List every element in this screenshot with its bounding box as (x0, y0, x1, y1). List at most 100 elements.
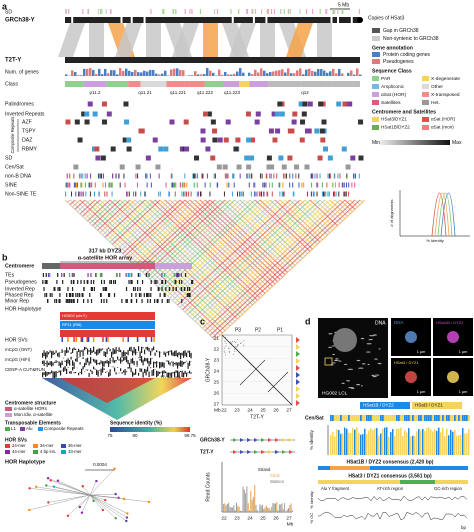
annotation (261, 173, 263, 179)
read-count (237, 505, 239, 512)
annotation (66, 182, 68, 188)
shape (299, 9, 301, 14)
annotation (223, 191, 225, 197)
signal (75, 371, 77, 374)
shape (350, 17, 353, 23)
identity-cell (114, 199, 166, 248)
signal (73, 347, 75, 350)
signal (169, 362, 171, 366)
satellite-unit (434, 415, 436, 421)
annotation (182, 182, 184, 188)
satellite-unit (382, 415, 384, 421)
shape (318, 480, 468, 484)
annotation (206, 111, 212, 117)
identity-cell (184, 199, 306, 313)
annotation (102, 173, 104, 179)
annotation (161, 280, 164, 284)
tree-branch (89, 494, 128, 514)
annotation (284, 173, 286, 179)
identity-cell (69, 199, 76, 206)
annotation (130, 299, 132, 303)
annotation (134, 287, 136, 291)
annotation (209, 191, 211, 197)
satellite-unit (400, 415, 402, 421)
label: Satellites (381, 100, 401, 106)
annotation (310, 173, 312, 179)
annotation (268, 128, 274, 134)
annotation (70, 280, 72, 284)
annotation (304, 164, 310, 170)
annotation (77, 293, 79, 297)
read-count (239, 510, 241, 512)
signal (91, 350, 93, 354)
annotation (196, 182, 198, 188)
label: 26 (273, 515, 279, 521)
gene-count (326, 72, 329, 76)
annotation (148, 293, 150, 297)
tree-tip (80, 511, 84, 514)
annotation (66, 293, 68, 297)
track-label: AZF (22, 119, 32, 125)
satellite-unit (346, 415, 348, 421)
label: q12 (301, 90, 309, 95)
read-count (234, 510, 236, 512)
identity-cell (99, 199, 233, 325)
label: 75 (107, 433, 113, 438)
signal (139, 368, 141, 372)
class-segment (268, 81, 292, 87)
identity-bar (450, 429, 452, 455)
signal (138, 357, 140, 359)
annotation (67, 287, 69, 291)
signal (100, 348, 102, 352)
tree-branch (89, 494, 116, 519)
signal (112, 357, 114, 363)
annotation (85, 191, 87, 197)
annotation (341, 146, 347, 152)
label: 26 (273, 407, 279, 413)
annotation (65, 119, 71, 125)
signal (142, 347, 144, 349)
signal (67, 358, 69, 364)
signal (142, 371, 144, 378)
label: HOR Haplotype (5, 459, 45, 465)
signal-spot (447, 331, 459, 343)
annotation (68, 293, 71, 297)
read-count (273, 503, 275, 512)
gene-count (80, 74, 83, 76)
label: HSat1B / DYZ2 consensus (2,420 bp) (347, 459, 434, 465)
annotation (279, 182, 281, 188)
shape (318, 466, 468, 470)
identity-cell (192, 199, 321, 320)
shape (266, 9, 268, 14)
annotation (75, 182, 77, 188)
track-label: SINE (5, 182, 18, 188)
annotation (254, 191, 256, 197)
signal (145, 346, 147, 350)
annotation (139, 273, 141, 277)
annotation (212, 137, 218, 143)
annotation (102, 119, 108, 125)
annotation (80, 173, 82, 179)
gene-count (110, 70, 113, 76)
palindrome-arrow (296, 393, 300, 399)
gene-count (95, 74, 98, 76)
annotation (358, 173, 360, 179)
chromosome (356, 384, 361, 386)
palindrome-arrow (296, 365, 300, 371)
chromosome (372, 334, 377, 336)
gene-count (134, 69, 137, 76)
annotation (69, 299, 71, 303)
signal (61, 369, 63, 371)
annotation (303, 182, 305, 188)
shape (61, 444, 66, 448)
chromosome (360, 337, 365, 340)
gene-count (251, 74, 254, 76)
identity-cell (182, 199, 301, 311)
read-count (230, 507, 232, 512)
annotation (102, 287, 104, 291)
identity-cell (194, 199, 326, 322)
annotation (326, 182, 328, 188)
palindrome-arrow (282, 438, 286, 442)
label: 22 (221, 407, 227, 413)
annotation (108, 182, 110, 188)
